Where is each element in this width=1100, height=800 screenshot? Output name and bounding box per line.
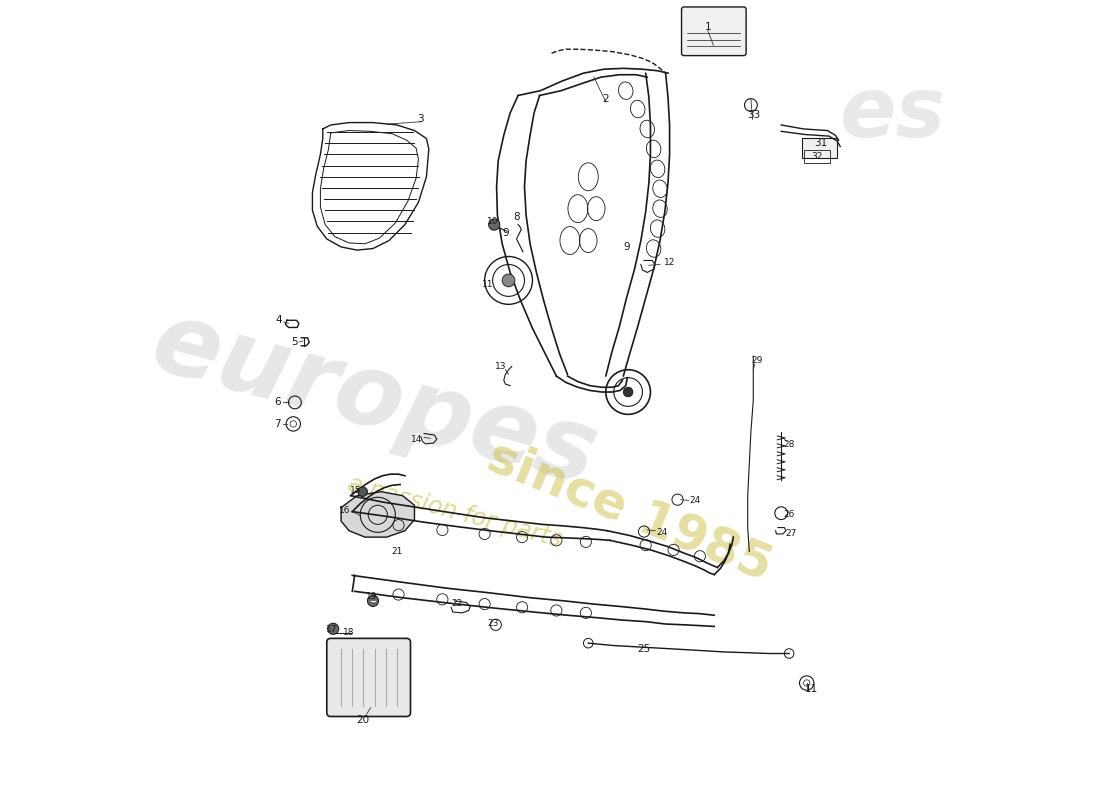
Text: since 1985: since 1985 bbox=[481, 433, 779, 590]
Text: 24: 24 bbox=[690, 496, 701, 505]
Text: 4: 4 bbox=[276, 315, 283, 326]
Text: 29: 29 bbox=[751, 356, 763, 365]
Text: 15: 15 bbox=[350, 486, 361, 494]
Text: a passion for parts: a passion for parts bbox=[344, 471, 564, 552]
Text: 5: 5 bbox=[292, 337, 298, 347]
Text: 20: 20 bbox=[356, 715, 370, 726]
Text: es: es bbox=[839, 73, 946, 154]
Text: 31: 31 bbox=[814, 138, 827, 148]
FancyBboxPatch shape bbox=[327, 638, 410, 717]
Text: 6: 6 bbox=[274, 397, 280, 406]
Text: 23: 23 bbox=[487, 618, 498, 628]
Text: 26: 26 bbox=[783, 510, 795, 519]
Text: 10: 10 bbox=[487, 217, 498, 226]
Circle shape bbox=[503, 274, 515, 286]
Circle shape bbox=[367, 595, 378, 606]
Text: 13: 13 bbox=[495, 362, 506, 371]
Text: 24: 24 bbox=[656, 528, 668, 537]
Polygon shape bbox=[341, 492, 415, 537]
Text: 18: 18 bbox=[343, 628, 355, 638]
Text: 11: 11 bbox=[805, 683, 818, 694]
Text: 9: 9 bbox=[624, 242, 630, 252]
Text: europes: europes bbox=[142, 294, 607, 506]
Text: 2: 2 bbox=[603, 94, 609, 104]
Text: 12: 12 bbox=[664, 258, 675, 267]
FancyBboxPatch shape bbox=[802, 138, 837, 158]
Text: 1: 1 bbox=[704, 22, 712, 32]
Text: 3: 3 bbox=[418, 114, 425, 123]
Text: 11: 11 bbox=[482, 280, 494, 289]
Text: 9: 9 bbox=[502, 227, 508, 238]
Text: 32: 32 bbox=[812, 152, 823, 162]
Text: 7: 7 bbox=[274, 419, 280, 429]
Circle shape bbox=[624, 387, 632, 397]
FancyBboxPatch shape bbox=[682, 7, 746, 56]
Text: 25: 25 bbox=[637, 644, 651, 654]
Text: 14: 14 bbox=[411, 435, 422, 444]
Circle shape bbox=[358, 487, 367, 497]
Text: 16: 16 bbox=[340, 506, 351, 514]
Text: 19: 19 bbox=[365, 592, 377, 601]
Text: 22: 22 bbox=[451, 598, 462, 608]
Text: 28: 28 bbox=[783, 440, 795, 449]
Text: 27: 27 bbox=[785, 530, 796, 538]
Circle shape bbox=[488, 219, 499, 230]
Polygon shape bbox=[312, 122, 429, 250]
Circle shape bbox=[328, 623, 339, 634]
Text: 17: 17 bbox=[326, 625, 338, 634]
Text: 33: 33 bbox=[748, 110, 761, 120]
Text: 21: 21 bbox=[392, 547, 403, 556]
Text: 8: 8 bbox=[514, 212, 520, 222]
